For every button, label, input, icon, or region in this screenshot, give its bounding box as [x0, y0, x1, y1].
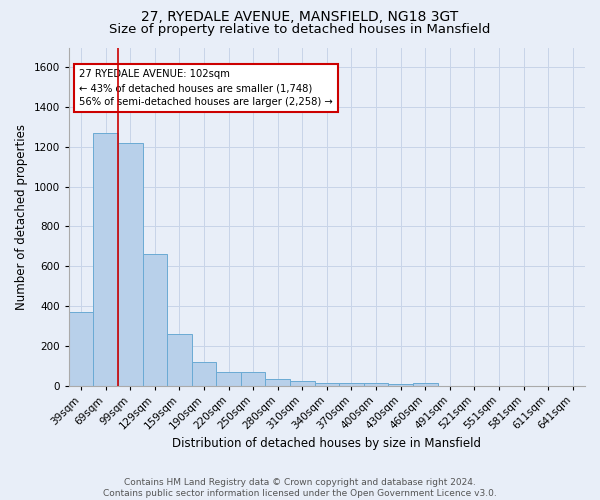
Bar	[167, 334, 192, 386]
Bar	[192, 362, 217, 386]
Text: 27 RYEDALE AVENUE: 102sqm
← 43% of detached houses are smaller (1,748)
56% of se: 27 RYEDALE AVENUE: 102sqm ← 43% of detac…	[79, 69, 333, 107]
Bar	[314, 382, 339, 386]
Bar	[143, 254, 167, 386]
Bar	[118, 143, 143, 386]
Y-axis label: Number of detached properties: Number of detached properties	[15, 124, 28, 310]
Bar	[339, 382, 364, 386]
Text: 27, RYEDALE AVENUE, MANSFIELD, NG18 3GT: 27, RYEDALE AVENUE, MANSFIELD, NG18 3GT	[142, 10, 458, 24]
Bar	[388, 384, 413, 386]
Bar	[217, 372, 241, 386]
Bar	[265, 378, 290, 386]
Bar	[241, 372, 265, 386]
Text: Contains HM Land Registry data © Crown copyright and database right 2024.
Contai: Contains HM Land Registry data © Crown c…	[103, 478, 497, 498]
Bar	[290, 380, 314, 386]
X-axis label: Distribution of detached houses by size in Mansfield: Distribution of detached houses by size …	[172, 437, 481, 450]
Bar	[413, 382, 437, 386]
Bar	[94, 133, 118, 386]
Bar	[364, 382, 388, 386]
Text: Size of property relative to detached houses in Mansfield: Size of property relative to detached ho…	[109, 22, 491, 36]
Bar	[69, 312, 94, 386]
